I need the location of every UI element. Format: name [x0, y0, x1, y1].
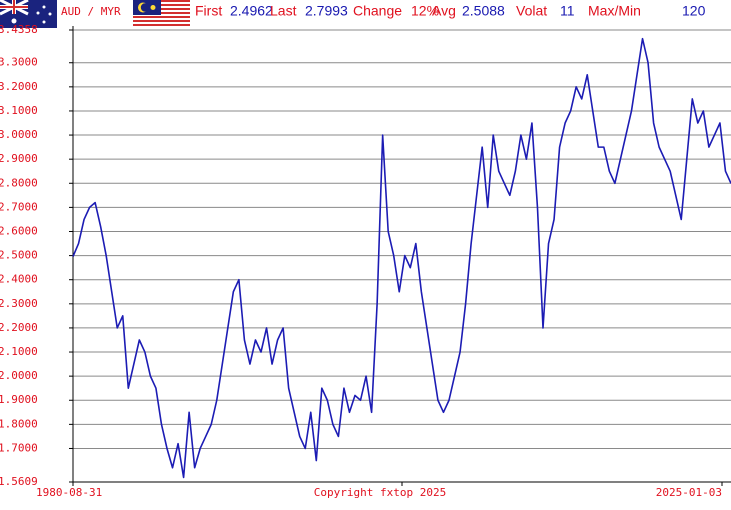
- y-tick-label: 1.7000: [0, 441, 38, 454]
- flag-my: [133, 0, 190, 28]
- y-tick-label: 1.9000: [0, 393, 38, 406]
- stat-value: 120: [682, 3, 706, 19]
- y-tick-label: 2.3000: [0, 297, 38, 310]
- stat-label: Change: [353, 3, 402, 19]
- y-tick-label: 2.8000: [0, 176, 38, 189]
- y-tick-label: 2.2000: [0, 321, 38, 334]
- y-tick-label: 2.9000: [0, 152, 38, 165]
- y-tick-label: 3.3000: [0, 56, 38, 69]
- y-tick-label: 2.5000: [0, 249, 38, 262]
- stat-label: First: [195, 3, 222, 19]
- stat-value: 2.5088: [462, 3, 505, 19]
- price-line: [72, 37, 731, 479]
- pair-label: AUD / MYR: [61, 5, 121, 18]
- x-label-end: 2025-01-03: [656, 486, 722, 499]
- y-tick-label: 2.6000: [0, 224, 38, 237]
- y-tick-label: 1.5609: [0, 475, 38, 488]
- stat-value: 2.7993: [305, 3, 348, 19]
- stat-value: 11: [560, 3, 575, 19]
- y-tick-label: 3.2000: [0, 80, 38, 93]
- copyright: Copyright fxtop 2025: [314, 486, 446, 499]
- flag-au: [0, 0, 57, 28]
- y-tick-label: 2.0000: [0, 369, 38, 382]
- stat-label: Volat: [516, 3, 547, 19]
- y-tick-label: 2.1000: [0, 345, 38, 358]
- stat-label: Last: [270, 3, 297, 19]
- y-tick-label: 3.0000: [0, 128, 38, 141]
- x-label-start: 1980-08-31: [36, 486, 102, 499]
- y-tick-label: 2.7000: [0, 200, 38, 213]
- y-tick-label: 2.4000: [0, 273, 38, 286]
- y-tick-label: 3.4358: [0, 23, 38, 36]
- stat-value: 12%: [411, 3, 439, 19]
- y-tick-label: 3.1000: [0, 104, 38, 117]
- stat-value: 2.4962: [230, 3, 273, 19]
- stat-label: Avg: [432, 3, 456, 19]
- y-tick-label: 1.8000: [0, 417, 38, 430]
- stat-label: Max/Min: [588, 3, 641, 19]
